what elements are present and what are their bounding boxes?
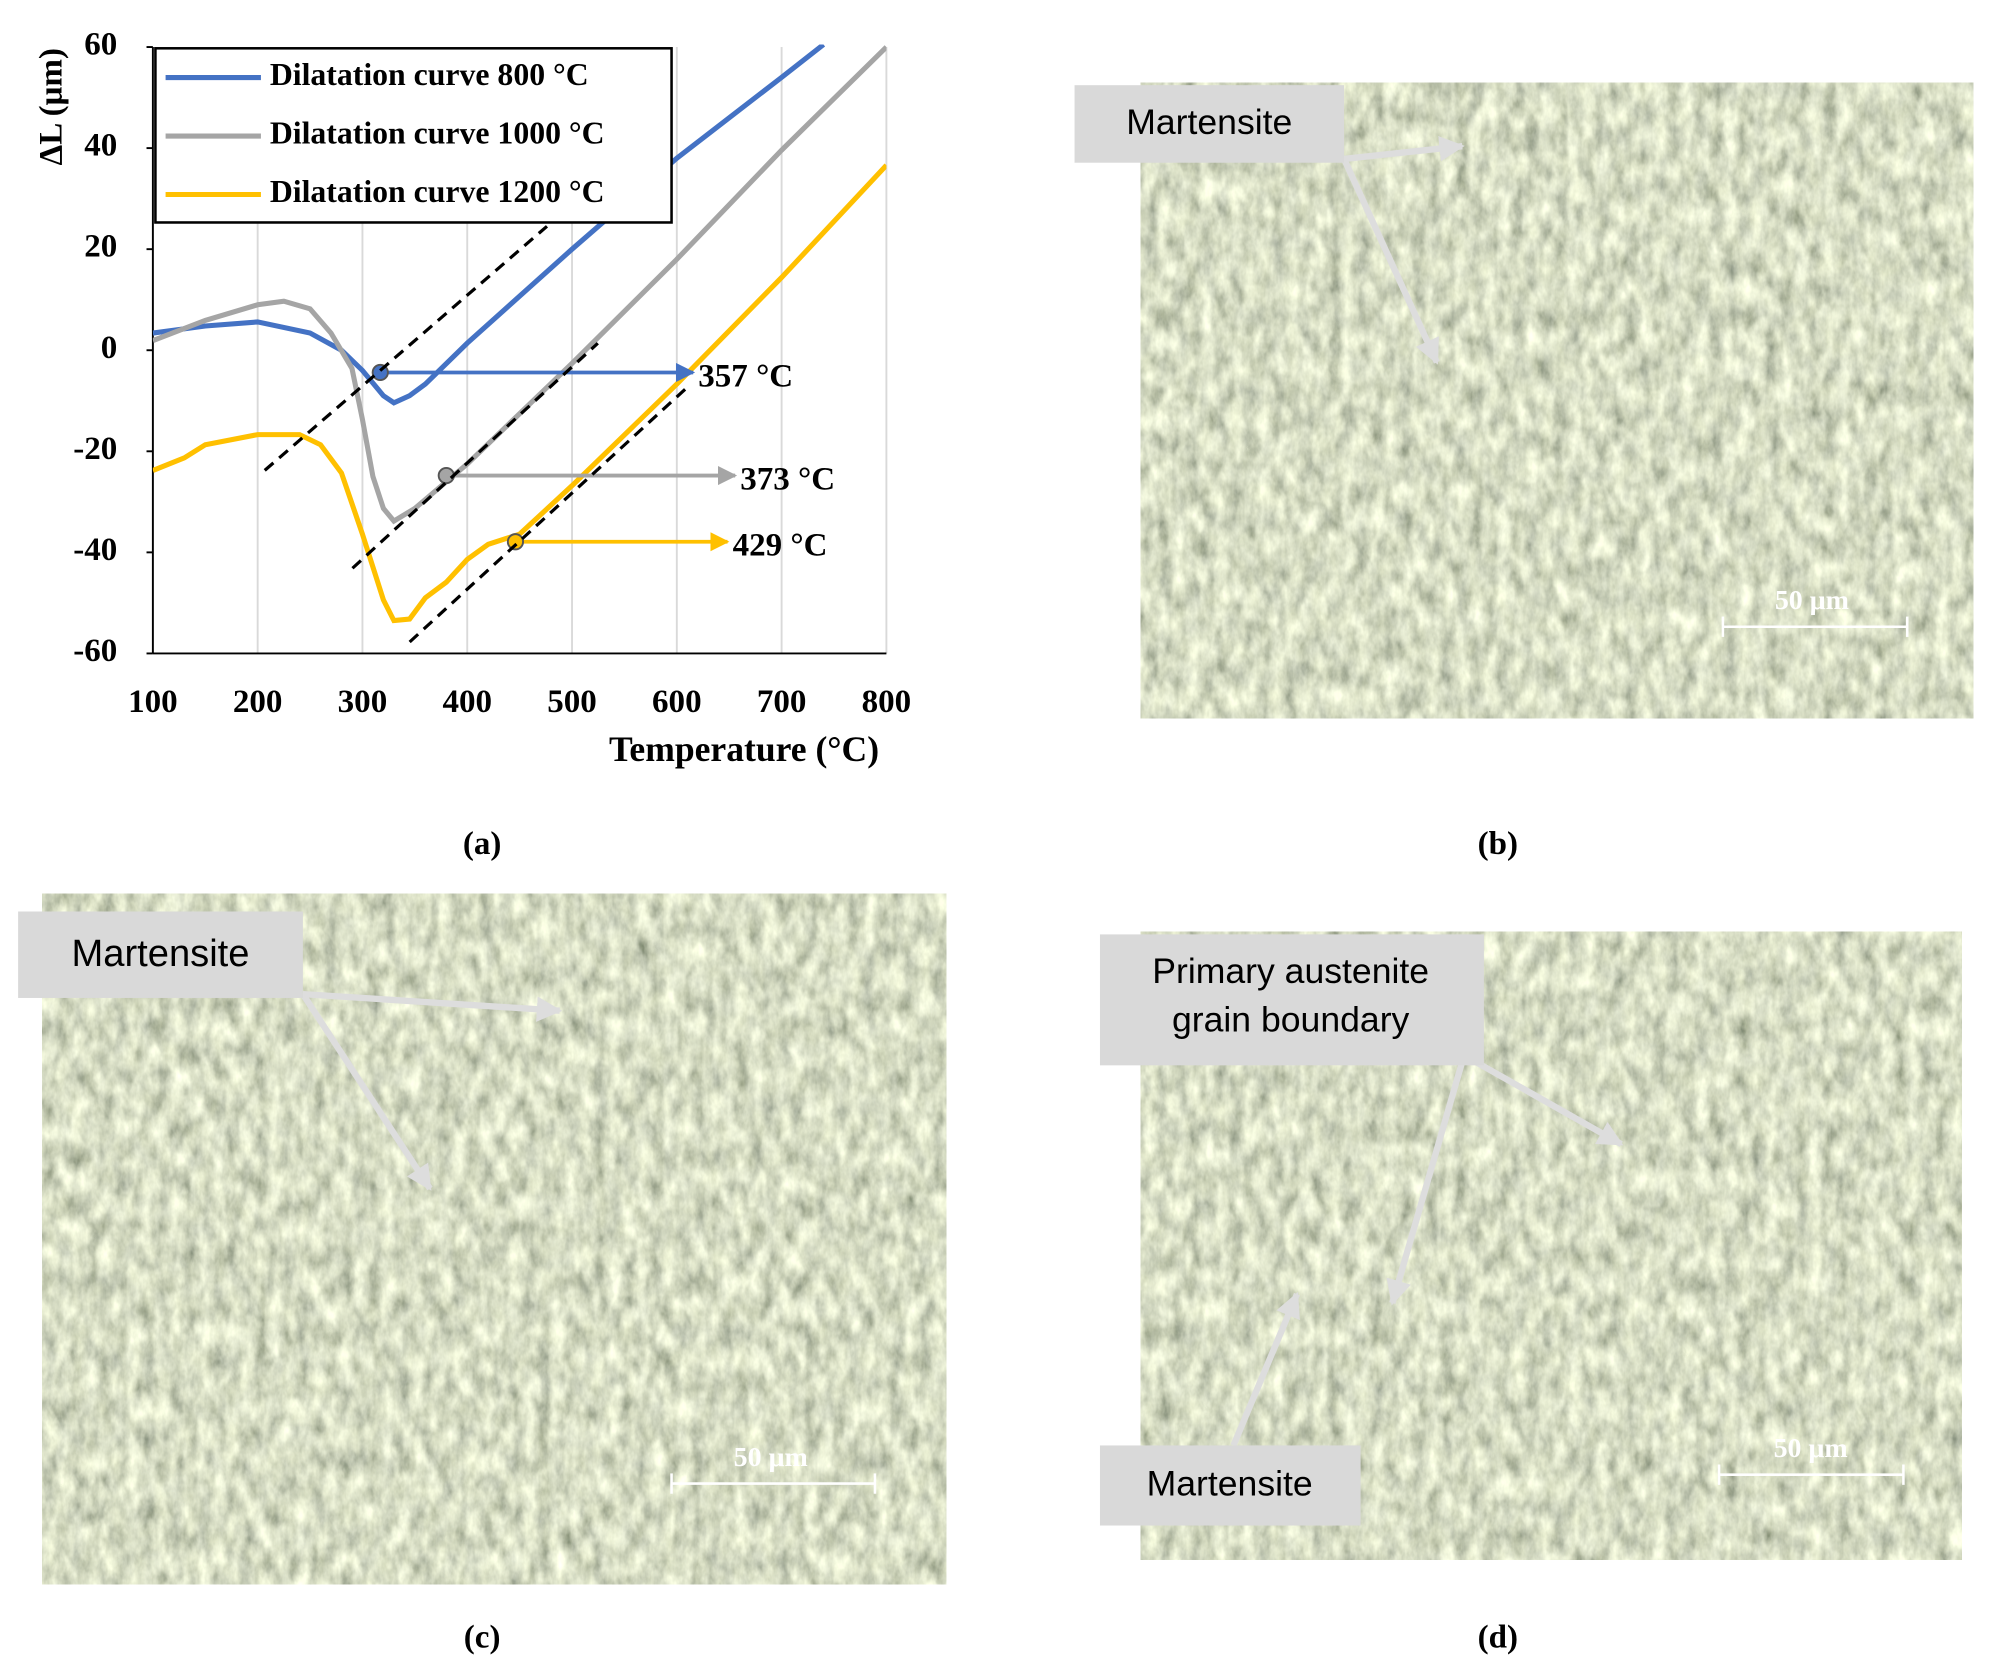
- label-box: [1074, 85, 1345, 163]
- pointer-arrows: [300, 136, 1624, 1447]
- y-tick-label: 0: [101, 330, 118, 366]
- x-tick-label: 200: [233, 684, 283, 720]
- annotation-label: 429 °C: [733, 528, 828, 564]
- y-tick-label: -20: [73, 431, 117, 467]
- annotation-point: [506, 533, 525, 551]
- label-box: [1099, 1445, 1361, 1526]
- series-line: [152, 45, 887, 525]
- label-box: [18, 911, 303, 998]
- annotation-label: 373 °C: [740, 461, 835, 497]
- series-line: [152, 163, 887, 624]
- label-box: [1099, 934, 1484, 1066]
- micrograph-label: Martensite: [1147, 1464, 1313, 1504]
- x-tick-label: 800: [862, 684, 912, 720]
- y-tick-label: -60: [73, 633, 117, 669]
- scale-label: 50 μm: [1774, 1433, 1848, 1464]
- legend-label: Dilatation curve 1200 °C: [270, 174, 605, 209]
- annotation-label: 357 °C: [698, 358, 793, 394]
- y-tick-label: 40: [84, 128, 117, 164]
- y-tick-label: 60: [84, 27, 117, 63]
- x-tick-label: 100: [128, 684, 178, 720]
- micrograph-label: Primary austenite: [1152, 951, 1429, 991]
- panel-label: (b): [1478, 826, 1518, 862]
- chart: ΔL (μm) Temperature (°C) 100 200 300 400 500…: [33, 27, 911, 769]
- micrograph-label: Martensite: [72, 932, 250, 975]
- x-tick-label: 400: [442, 684, 492, 720]
- x-axis-title: Temperature (°C): [609, 729, 879, 769]
- legend-label: Dilatation curve 1000 °C: [270, 115, 605, 150]
- x-tick-label: 600: [652, 684, 702, 720]
- scale-bars: [670, 616, 1909, 1494]
- legend: Dilatation curve 800 °C Dilatation curve …: [154, 47, 673, 224]
- y-tick-label: -40: [73, 532, 117, 568]
- x-tick-label: 500: [547, 684, 597, 720]
- y-tick-label: 20: [84, 229, 117, 265]
- x-tick-label: 300: [338, 684, 388, 720]
- legend-label: Dilatation curve 800 °C: [270, 57, 589, 92]
- panel-label: (d): [1478, 1620, 1518, 1656]
- panel-label: (a): [463, 826, 502, 862]
- tangent-lines: [263, 225, 688, 644]
- panel-label: (c): [464, 1620, 501, 1656]
- micrograph-label: grain boundary: [1172, 1000, 1410, 1040]
- micrograph-label: Martensite: [1126, 102, 1292, 142]
- y-axis-title: ΔL (μm): [33, 48, 69, 165]
- scale-label: 50 μm: [734, 1442, 808, 1473]
- x-tick-label: 700: [757, 684, 807, 720]
- scale-label: 50 μm: [1775, 585, 1849, 616]
- micrograph-b: [1140, 82, 1974, 719]
